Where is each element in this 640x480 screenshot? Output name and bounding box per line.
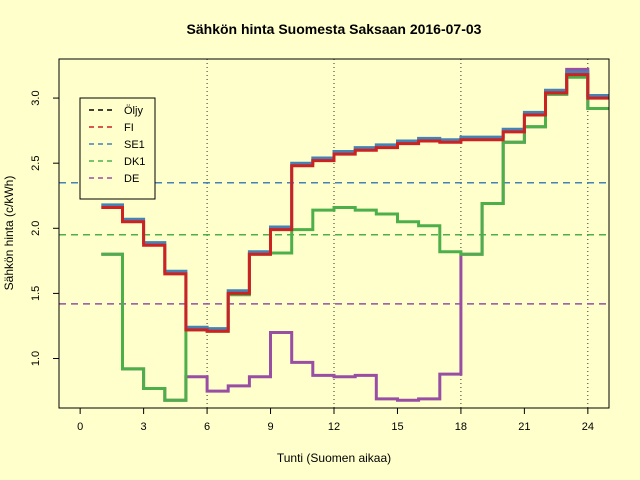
y-tick-label: 3.0 — [30, 90, 42, 105]
legend-label-fi: FI — [124, 122, 134, 134]
plot-area: 0 3 6 9 12 15 18 21 24 1.0 1.5 2.0 2.5 3.0 Öljy FI SE1 DK… — [30, 58, 610, 433]
x-tick-label: 15 — [391, 421, 403, 433]
y-tick-label: 2.0 — [30, 221, 42, 236]
y-tick-label: 1.0 — [30, 351, 42, 366]
y-tick-label: 2.5 — [30, 156, 42, 171]
x-tick-label: 18 — [455, 421, 467, 433]
y-axis-label: Sähkön hinta (c/kWh) — [2, 176, 16, 291]
y-tick-label: 1.5 — [30, 286, 42, 301]
series-line-fi — [101, 73, 609, 333]
chart-title: Sähkön hinta Suomesta Saksaan 2016-07-03 — [187, 21, 482, 37]
legend-label-de: DE — [124, 173, 139, 185]
x-tick-label: 12 — [328, 421, 340, 433]
legend-label-se1: SE1 — [124, 139, 145, 151]
legend-label-öljy: Öljy — [124, 105, 143, 117]
x-tick-label: 21 — [518, 421, 530, 433]
x-tick-label: 0 — [77, 421, 83, 433]
x-tick-label: 6 — [204, 421, 210, 433]
legend-label-dk1: DK1 — [124, 156, 145, 168]
x-tick-label: 3 — [141, 421, 147, 433]
x-tick-label: 9 — [267, 421, 273, 433]
x-axis-label: Tunti (Suomen aikaa) — [277, 451, 391, 465]
legend-box — [79, 97, 156, 200]
x-tick-label: 24 — [582, 421, 594, 433]
series-line-dk1 — [101, 75, 609, 402]
